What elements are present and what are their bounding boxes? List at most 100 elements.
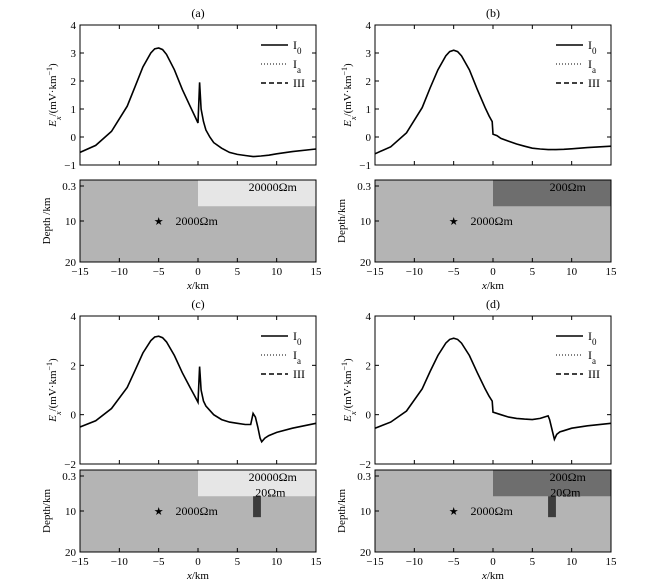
y-label-sub: x [54,411,63,416]
legend-label-base: I [588,348,592,362]
legend-label: III [588,367,600,381]
panel-title: (a) [191,6,204,20]
x-axis-label: x/km [481,570,504,582]
legend-label-base: I [588,38,592,52]
x-axis-label: x/km [186,570,209,582]
legend-label-sub: 0 [297,46,302,56]
x-axis-label: x/km [481,280,504,292]
legend-label: I0 [293,38,302,56]
y-label-sub: x [349,411,358,416]
legend-label: Ia [588,348,596,366]
model-background-label: 2000Ωm [471,214,514,228]
x-label-var: x [481,570,487,582]
x-tick-label: 0 [195,556,201,568]
y-label-close: ) [342,63,354,67]
y-tick-label: 4 [71,311,77,323]
y-label-unit: /(mV·km [342,75,354,116]
depth-tick-label: 0.3 [357,471,371,483]
y-label-sup: −1 [340,67,349,76]
y-axis-label: Ex/(mV·km−1) [45,63,63,128]
y-label-close: ) [47,63,59,67]
legend-label: Ia [588,57,596,75]
y-tick-label: 2 [366,360,372,372]
y-axis-label: Ex/(mV·km−1) [45,358,63,423]
y-tick-label: 2 [71,76,77,88]
legend-label-sub: 0 [592,46,597,56]
x-label-unit: /km [487,280,505,292]
legend-label-base: I [588,57,592,71]
model-layer-label: 20000Ωm [249,180,298,194]
legend-label: Ia [293,348,301,366]
model-layer [493,470,611,497]
y-label-close: ) [342,358,354,362]
plot-frame [374,315,612,465]
legend-label-base: III [588,367,600,381]
x-tick-label: 0 [195,266,201,278]
depth-tick-label: 0.3 [62,471,76,483]
plot-frame [79,24,317,166]
y-tick-label: −1 [359,160,371,172]
depth-tick-label: 20 [65,547,77,559]
legend-label-base: I [293,57,297,71]
model-layer [198,470,316,497]
plot-frame [374,24,612,166]
source-star-icon: ★ [449,506,459,518]
model-body [548,496,556,518]
panel-title: (c) [191,297,204,311]
source-star-icon: ★ [154,506,164,518]
model-layer [493,180,611,207]
y-tick-label: 3 [366,48,372,60]
x-tick-label: −10 [111,266,129,278]
y-tick-label: 0 [71,132,77,144]
x-tick-label: −15 [366,556,384,568]
legend-label: III [293,76,305,90]
x-tick-label: 0 [490,266,496,278]
x-tick-label: −15 [366,266,384,278]
x-tick-label: 5 [235,266,241,278]
depth-axis-label: Depth/km [336,489,348,533]
y-tick-label: 0 [366,132,372,144]
x-label-unit: /km [192,570,210,582]
y-label-sub: x [54,116,63,121]
y-label-main: E [47,415,59,423]
y-label-sub: x [349,116,358,121]
y-tick-label: 1 [366,104,372,116]
y-tick-label: 4 [71,20,77,32]
model-background-label: 2000Ωm [471,504,514,518]
x-tick-label: 0 [490,556,496,568]
y-tick-label: 2 [366,76,372,88]
depth-tick-label: 20 [360,547,372,559]
legend-label-base: I [293,329,297,343]
x-tick-label: −5 [448,556,460,568]
model-body [253,496,261,518]
x-tick-label: 5 [235,556,241,568]
x-tick-label: −15 [71,266,89,278]
model-layer-label: 200Ωm [550,470,587,484]
model-layer-label: 20000Ωm [249,470,298,484]
x-tick-label: −5 [153,266,165,278]
depth-axis-label: Depth/km [336,199,348,243]
legend-label-sub: a [297,356,301,366]
legend-label: Ia [293,57,301,75]
depth-tick-label: 10 [360,216,372,228]
legend-label-base: I [293,38,297,52]
source-star-icon: ★ [154,216,164,228]
y-axis-label: Ex/(mV·km−1) [340,63,358,128]
model-background-label: 2000Ωm [176,214,219,228]
legend-label: I0 [293,329,302,347]
y-label-main: E [342,415,354,423]
x-tick-label: 10 [566,556,578,568]
y-label-main: E [47,120,59,128]
y-tick-label: 1 [71,104,77,116]
y-label-sup: −1 [45,67,54,76]
depth-tick-label: 0.3 [62,181,76,193]
y-tick-label: 4 [366,20,372,32]
series-line-III-overlay [79,335,317,443]
y-tick-label: 0 [71,410,77,422]
x-label-var: x [186,570,192,582]
depth-tick-label: 10 [65,506,77,518]
x-tick-label: 10 [566,266,578,278]
depth-tick-label: 20 [65,257,77,269]
